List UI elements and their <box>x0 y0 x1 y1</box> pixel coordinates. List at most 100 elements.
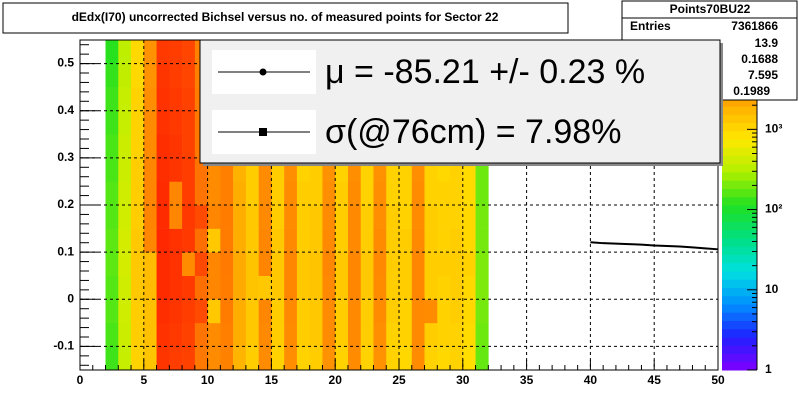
cell <box>373 228 387 253</box>
cell <box>207 322 221 347</box>
cell <box>335 181 349 206</box>
palette-step <box>722 320 757 330</box>
cell <box>194 346 208 371</box>
cell <box>131 157 145 182</box>
cell <box>360 346 374 371</box>
cell <box>194 181 208 206</box>
palette-step <box>722 337 757 346</box>
cell <box>360 228 374 253</box>
cell <box>131 110 145 135</box>
cell <box>233 205 247 229</box>
cell <box>169 228 183 253</box>
cell <box>437 322 451 347</box>
cell <box>450 275 464 300</box>
cell <box>424 346 438 371</box>
cell <box>475 299 489 324</box>
axes: 0 5 10 15 20 25 30 35 40 45 50 -0.1 0 0.1 0.2 0.3 0.4 0.5 <box>53 44 725 387</box>
cell <box>143 228 157 253</box>
cell <box>233 275 247 300</box>
cell <box>437 205 451 229</box>
cell <box>143 134 157 159</box>
cell <box>118 87 132 112</box>
cell <box>105 63 119 88</box>
cell <box>169 157 183 182</box>
cell <box>182 157 196 182</box>
cell <box>131 181 145 206</box>
cell <box>322 322 336 347</box>
cell <box>386 252 400 277</box>
cell <box>360 299 374 324</box>
cell <box>399 346 413 371</box>
cell <box>131 275 145 300</box>
cell <box>373 205 387 229</box>
cell <box>309 299 323 324</box>
title-box: dEdx(I70) uncorrected Bichsel versus no.… <box>2 2 569 34</box>
cell <box>399 181 413 206</box>
cell <box>322 228 336 253</box>
cell <box>143 275 157 300</box>
cell <box>182 228 196 253</box>
cell <box>169 205 183 229</box>
cell <box>296 205 310 229</box>
cell <box>322 299 336 324</box>
cell <box>284 346 298 371</box>
cell <box>322 346 336 371</box>
cell <box>105 181 119 206</box>
cell <box>386 181 400 206</box>
cell <box>105 157 119 182</box>
cell <box>105 110 119 135</box>
cell <box>450 346 464 371</box>
cell <box>411 322 425 347</box>
stats-value: 7.595 <box>748 68 778 82</box>
cell <box>309 275 323 300</box>
cell <box>322 275 336 300</box>
cell <box>437 252 451 277</box>
cell <box>271 181 285 206</box>
cell <box>411 181 425 206</box>
cell <box>220 252 234 277</box>
cell <box>182 110 196 135</box>
palette-step <box>722 304 757 313</box>
z-tick-label: 1 <box>765 362 772 376</box>
cell <box>373 275 387 300</box>
cell <box>131 228 145 253</box>
y-tick-label: 0 <box>67 291 74 305</box>
cell <box>245 346 259 371</box>
cell <box>233 299 247 324</box>
palette-step <box>722 196 757 206</box>
palette-step <box>722 262 757 272</box>
cell <box>450 181 464 206</box>
cell <box>245 299 259 324</box>
stats-label: Entries <box>630 19 671 33</box>
cell <box>169 87 183 112</box>
cell <box>131 87 145 112</box>
cell <box>284 228 298 253</box>
cell <box>296 228 310 253</box>
cell <box>156 346 170 371</box>
cell <box>437 275 451 300</box>
cell <box>131 299 145 324</box>
cell <box>207 228 221 253</box>
profile-line <box>590 241 719 251</box>
cell <box>143 252 157 277</box>
x-tick-label: 15 <box>265 373 279 387</box>
legend: μ = -85.21 +/- 0.23 % σ(@76cm) = 7.98% <box>199 39 723 166</box>
cell <box>450 299 464 324</box>
palette-step <box>722 97 757 107</box>
cell <box>462 252 476 277</box>
cell <box>475 275 489 300</box>
cell <box>131 63 145 88</box>
palette-step <box>722 106 757 115</box>
cell <box>105 87 119 112</box>
cell <box>399 252 413 277</box>
cell <box>245 205 259 229</box>
palette-step <box>722 155 757 165</box>
cell <box>169 134 183 159</box>
cell <box>118 299 132 324</box>
cell <box>118 346 132 371</box>
cell <box>182 63 196 88</box>
cell <box>296 275 310 300</box>
cell <box>156 157 170 182</box>
cell <box>335 205 349 229</box>
cell <box>169 110 183 135</box>
